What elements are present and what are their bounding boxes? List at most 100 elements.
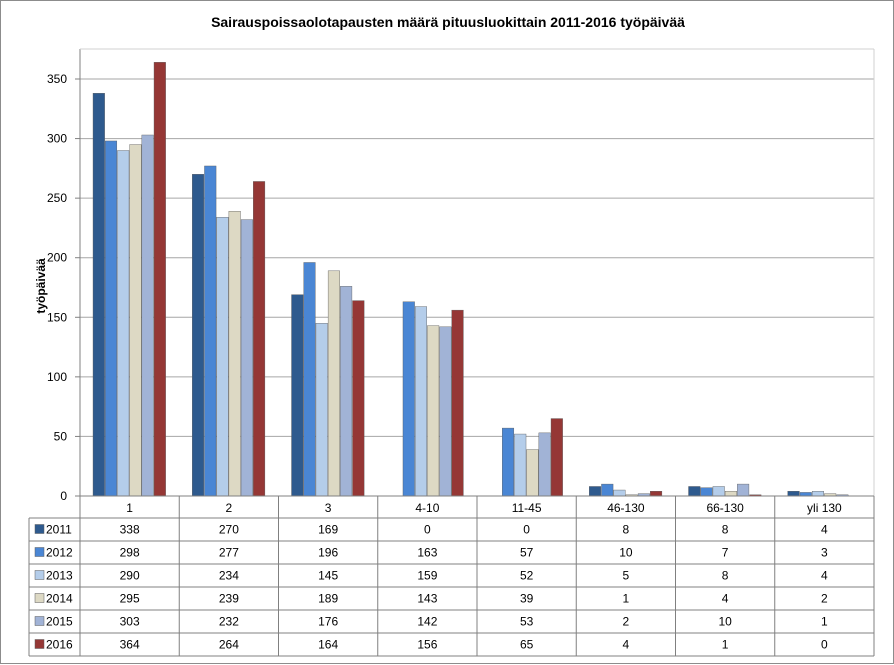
bar [538, 432, 551, 497]
series-label: 2012 [46, 546, 73, 560]
category-label: 46-130 [607, 501, 645, 515]
table-cell: 145 [318, 569, 338, 583]
table-cell: 1 [821, 615, 828, 629]
bar [414, 306, 427, 497]
bar [589, 486, 602, 497]
bar [799, 492, 812, 497]
table-cell: 10 [619, 546, 633, 560]
legend-swatch [34, 547, 45, 557]
table-cell: 338 [120, 523, 140, 537]
table-cell: 303 [120, 615, 140, 629]
table-cell: 169 [318, 523, 338, 537]
y-tick-label: 250 [47, 191, 67, 205]
bar [650, 491, 663, 497]
table-cell: 295 [120, 592, 140, 606]
table-cell: 65 [520, 638, 534, 652]
legend-swatch [34, 593, 45, 603]
table-cell: 264 [219, 638, 239, 652]
table-cell: 277 [219, 546, 239, 560]
table-cell: 164 [318, 638, 338, 652]
table-cell: 0 [523, 523, 530, 537]
table-cell: 232 [219, 615, 239, 629]
table-cell: 4 [821, 523, 828, 537]
table-cell: 2 [623, 615, 630, 629]
bar [303, 262, 316, 497]
y-tick-label: 350 [47, 72, 67, 86]
bar [712, 486, 725, 497]
y-tick-label: 0 [60, 489, 67, 503]
table-cell: 364 [120, 638, 140, 652]
table-cell: 8 [722, 569, 729, 583]
legend-swatch [34, 570, 45, 580]
bar [105, 140, 118, 497]
bar [92, 93, 105, 497]
series-label: 2013 [46, 569, 73, 583]
table-cell: 156 [417, 638, 437, 652]
y-tick-label: 300 [47, 132, 67, 146]
bar [451, 309, 464, 497]
table-cell: 290 [120, 569, 140, 583]
table-cell: 3 [821, 546, 828, 560]
bar [502, 427, 515, 497]
table-cell: 298 [120, 546, 140, 560]
table-cell: 4 [722, 592, 729, 606]
bar [117, 150, 130, 497]
table-cell: 2 [821, 592, 828, 606]
bar [526, 449, 539, 497]
bar [613, 489, 626, 497]
bar [514, 433, 527, 497]
table-cell: 176 [318, 615, 338, 629]
table-cell: 4 [623, 638, 630, 652]
bar [700, 487, 713, 497]
legend-swatch [34, 639, 45, 649]
category-label: yli 130 [807, 501, 842, 515]
bar [129, 144, 142, 497]
table-cell: 53 [520, 615, 534, 629]
table-cell: 189 [318, 592, 338, 606]
bar [192, 174, 205, 497]
table-cell: 8 [623, 523, 630, 537]
table-cell: 196 [318, 546, 338, 560]
table-cell: 143 [417, 592, 437, 606]
bar [141, 134, 154, 497]
bar [601, 483, 614, 497]
bar [315, 323, 328, 497]
bar [724, 491, 737, 497]
table-cell: 0 [424, 523, 431, 537]
bar [291, 294, 304, 497]
category-label: 2 [226, 501, 233, 515]
bar [352, 300, 365, 497]
bar [228, 211, 241, 497]
category-label: 11-45 [512, 501, 542, 515]
bar [340, 286, 353, 497]
series-label: 2014 [46, 592, 73, 606]
table-cell: 4 [821, 569, 828, 583]
table-cell: 39 [520, 592, 534, 606]
table-cell: 159 [417, 569, 437, 583]
bar [153, 62, 166, 497]
bar [737, 483, 750, 497]
bar [216, 217, 229, 497]
y-axis-label: työpäivää [34, 258, 48, 314]
chart-title: Sairauspoissaolotapausten määrä pituuslu… [211, 14, 685, 30]
bar [787, 491, 800, 497]
table-cell: 239 [219, 592, 239, 606]
y-tick-label: 150 [47, 310, 67, 324]
category-label: 1 [126, 501, 133, 515]
bar [253, 181, 266, 497]
table-cell: 0 [821, 638, 828, 652]
table-cell: 57 [520, 546, 534, 560]
series-label: 2015 [46, 615, 73, 629]
category-label: 4-10 [415, 501, 439, 515]
category-label: 66-130 [706, 501, 744, 515]
bar [402, 301, 415, 497]
legend-swatch [34, 524, 45, 534]
table-cell: 234 [219, 569, 239, 583]
y-axis-ticks: 0 50 100 150 200 250 300 350 [47, 72, 67, 503]
bar [327, 270, 340, 497]
table-cell: 163 [417, 546, 437, 560]
table-cell: 8 [722, 523, 729, 537]
table-cell: 5 [623, 569, 630, 583]
table-cell: 10 [718, 615, 732, 629]
